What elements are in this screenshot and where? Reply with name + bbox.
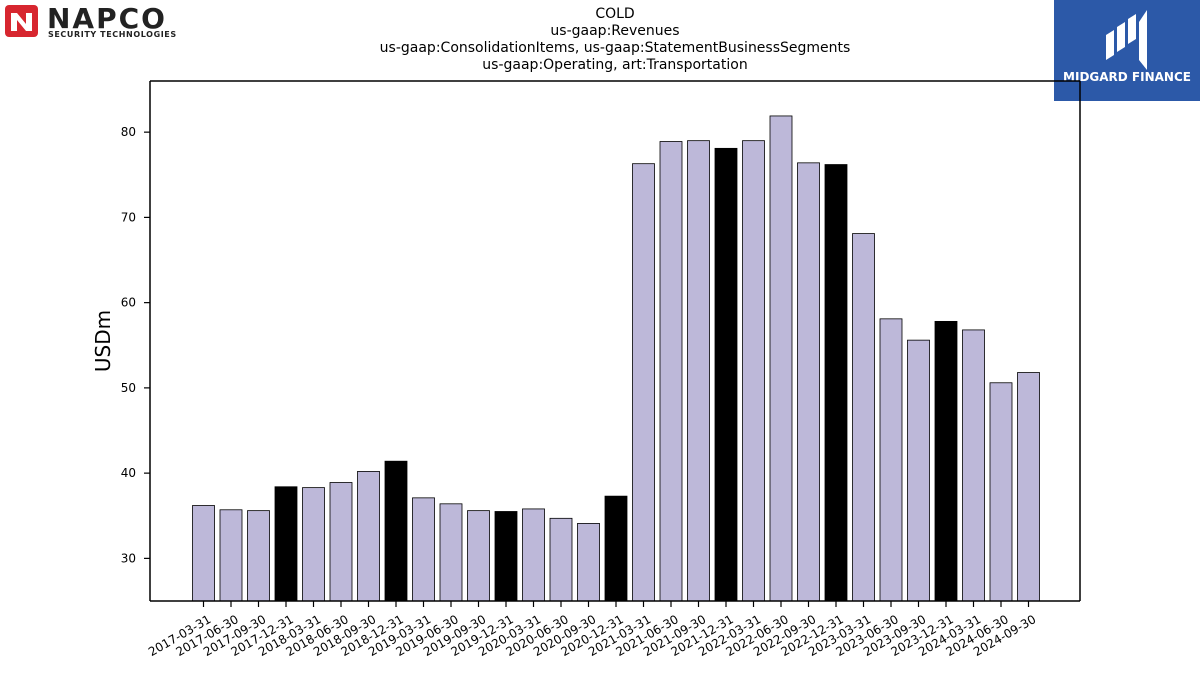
y-tick-label: 50 xyxy=(121,381,136,395)
y-tick-label: 40 xyxy=(121,466,136,480)
midgard-finance-logo: MIDGARD FINANCE xyxy=(1054,0,1200,101)
bar xyxy=(934,320,958,602)
bar xyxy=(522,508,545,602)
bar xyxy=(879,318,903,602)
bar xyxy=(687,140,710,602)
bar xyxy=(1017,372,1040,602)
bar xyxy=(632,163,655,602)
bar xyxy=(219,509,243,602)
bar xyxy=(714,147,738,602)
chart-title: COLD us-gaap:Revenues us-gaap:Consolidat… xyxy=(300,6,930,74)
bar xyxy=(467,510,490,602)
bar xyxy=(494,511,518,602)
bar xyxy=(852,233,875,602)
napco-n-icon xyxy=(5,5,38,37)
y-tick-label: 60 xyxy=(121,296,136,310)
bar xyxy=(412,497,435,602)
bar xyxy=(962,329,985,602)
napco-logo: NAPCO SECURITY TECHNOLOGIES xyxy=(5,4,177,39)
bar xyxy=(274,486,298,602)
midgard-m-icon xyxy=(1106,10,1147,70)
y-tick-label: 70 xyxy=(121,210,136,224)
y-axis-label: USDm xyxy=(91,310,115,372)
chart-title-line: us-gaap:ConsolidationItems, us-gaap:Stat… xyxy=(379,40,851,56)
bar xyxy=(439,503,463,602)
bar xyxy=(659,141,683,602)
napco-wordmark: NAPCO xyxy=(47,4,167,35)
bar xyxy=(302,487,325,602)
bar xyxy=(907,339,930,602)
bar xyxy=(824,164,848,602)
chart-title-line: us-gaap:Operating, art:Transportation xyxy=(482,57,748,73)
napco-subtext: SECURITY TECHNOLOGIES xyxy=(48,30,177,39)
bar xyxy=(329,482,353,602)
bar xyxy=(247,510,270,602)
bar xyxy=(577,523,600,602)
bar xyxy=(742,140,765,602)
midgard-wordmark: MIDGARD FINANCE xyxy=(1063,70,1191,84)
bar xyxy=(357,471,380,602)
y-tick-label: 30 xyxy=(121,551,136,565)
bar xyxy=(384,460,408,602)
bar xyxy=(989,382,1013,602)
bar xyxy=(604,495,628,602)
bar xyxy=(769,115,793,602)
chart-title-line: us-gaap:Revenues xyxy=(550,23,680,39)
bar xyxy=(192,505,215,602)
bar xyxy=(549,517,573,602)
chart-title-line: COLD xyxy=(595,6,635,22)
bar xyxy=(797,162,820,602)
y-tick-label: 80 xyxy=(121,125,136,139)
